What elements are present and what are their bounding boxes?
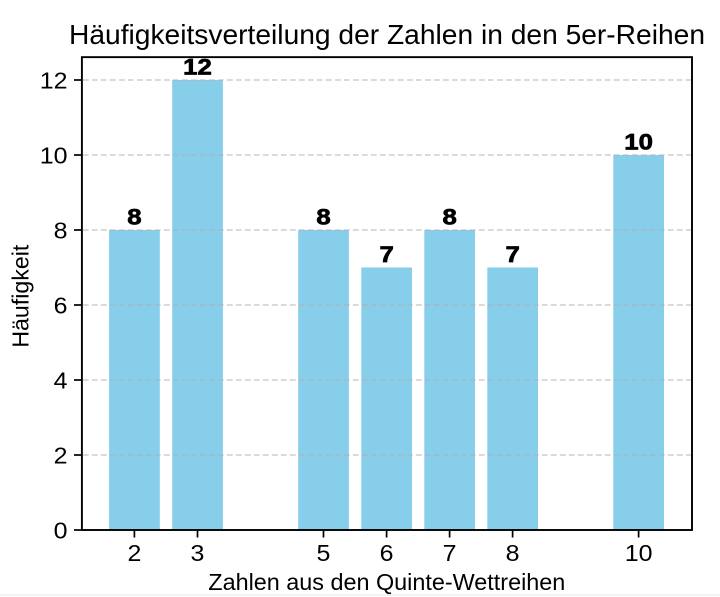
svg-text:10: 10 [40, 143, 68, 169]
svg-text:12: 12 [183, 55, 212, 80]
svg-text:8: 8 [54, 218, 68, 244]
svg-text:8: 8 [506, 541, 520, 567]
svg-text:2: 2 [127, 541, 141, 567]
svg-text:Zahlen aus den Quinte-Wettreih: Zahlen aus den Quinte-Wettreihen [208, 569, 565, 595]
svg-text:3: 3 [191, 541, 205, 567]
svg-text:4: 4 [54, 368, 68, 394]
svg-text:8: 8 [316, 205, 330, 230]
svg-text:10: 10 [624, 130, 653, 155]
svg-text:8: 8 [127, 205, 141, 230]
svg-text:6: 6 [380, 541, 394, 567]
svg-text:2: 2 [54, 443, 68, 469]
svg-text:7: 7 [443, 541, 457, 567]
svg-text:7: 7 [505, 243, 519, 268]
svg-text:8: 8 [442, 205, 456, 230]
svg-text:0: 0 [54, 518, 68, 544]
svg-text:Häufigkeit: Häufigkeit [7, 244, 33, 348]
svg-text:12: 12 [40, 68, 68, 94]
svg-text:5: 5 [317, 541, 331, 567]
svg-text:7: 7 [379, 243, 393, 268]
svg-text:10: 10 [625, 541, 653, 567]
svg-text:Häufigkeitsverteilung der Zahl: Häufigkeitsverteilung der Zahlen in den … [69, 19, 705, 50]
svg-text:6: 6 [54, 293, 68, 319]
